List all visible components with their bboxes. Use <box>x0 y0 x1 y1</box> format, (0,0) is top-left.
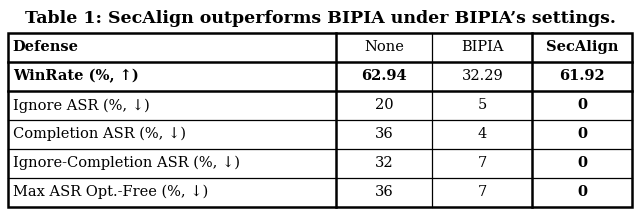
Text: SecAlign: SecAlign <box>546 40 618 55</box>
Text: Table 1: SecAlign outperforms BIPIA under BIPIA’s settings.: Table 1: SecAlign outperforms BIPIA unde… <box>24 10 616 27</box>
Text: Ignore ASR (%, ↓): Ignore ASR (%, ↓) <box>13 98 150 112</box>
Text: 36: 36 <box>374 185 394 199</box>
Text: Defense: Defense <box>13 40 79 55</box>
Text: BIPIA: BIPIA <box>461 40 504 55</box>
Text: Max ASR Opt.-Free (%, ↓): Max ASR Opt.-Free (%, ↓) <box>13 185 208 199</box>
Text: Completion ASR (%, ↓): Completion ASR (%, ↓) <box>13 127 186 141</box>
Text: 5: 5 <box>478 98 487 112</box>
Text: 4: 4 <box>478 127 487 141</box>
Text: 32: 32 <box>374 156 394 170</box>
Text: 62.94: 62.94 <box>361 69 407 83</box>
Text: 61.92: 61.92 <box>559 69 605 83</box>
Text: 0: 0 <box>577 98 588 112</box>
Text: 0: 0 <box>577 185 588 199</box>
Text: 0: 0 <box>577 156 588 170</box>
Text: Ignore-Completion ASR (%, ↓): Ignore-Completion ASR (%, ↓) <box>13 156 240 170</box>
Text: 7: 7 <box>478 185 487 199</box>
Text: 7: 7 <box>478 156 487 170</box>
Text: WinRate (%, ↑): WinRate (%, ↑) <box>13 69 138 83</box>
Text: 20: 20 <box>374 98 394 112</box>
Text: 0: 0 <box>577 127 588 141</box>
Text: 36: 36 <box>374 127 394 141</box>
Text: None: None <box>364 40 404 55</box>
Text: 32.29: 32.29 <box>461 69 503 83</box>
